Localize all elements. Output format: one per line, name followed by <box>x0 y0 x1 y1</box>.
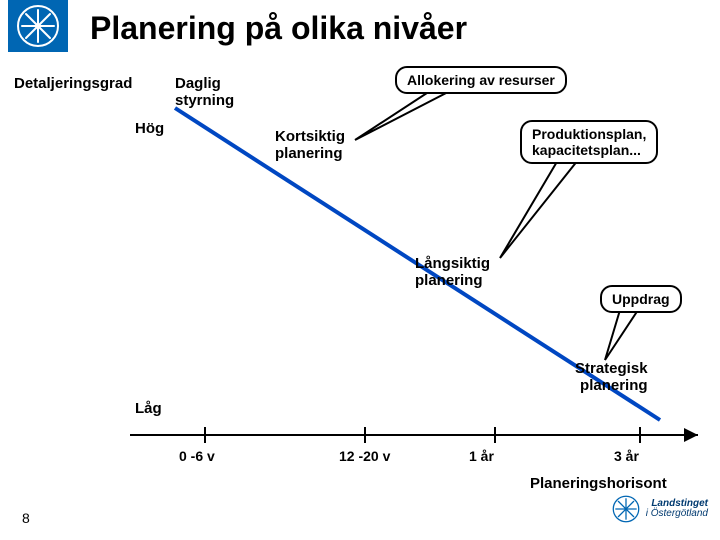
footer-brand: Landstinget i Östergötland <box>612 495 708 523</box>
callout-uppdrag: Uppdrag <box>600 285 682 313</box>
snowflake-icon <box>612 495 640 523</box>
x-tick-3: 3 år <box>614 448 639 464</box>
label-kortsiktig: Kortsiktig planering <box>275 128 345 163</box>
x-tick-1: 12 -20 v <box>339 448 390 464</box>
y-bottom-label: Låg <box>135 400 162 417</box>
label-daglig: Daglig styrning <box>175 75 234 110</box>
x-tick-2: 1 år <box>469 448 494 464</box>
callout-produktionsplan: Produktionsplan, kapacitetsplan... <box>520 120 658 164</box>
y-top-label: Hög <box>135 120 164 137</box>
x-axis-label: Planeringshorisont <box>530 475 667 492</box>
label-langsiktig: Långsiktig planering <box>415 255 490 290</box>
label-strategisk: Strategisk planering <box>575 360 648 395</box>
slide-number: 8 <box>22 510 30 526</box>
y-axis-label: Detaljeringsgrad <box>14 75 132 92</box>
footer-region: i Östergötland <box>646 509 708 520</box>
x-tick-0: 0 -6 v <box>179 448 215 464</box>
callout-allokering: Allokering av resurser <box>395 66 567 94</box>
